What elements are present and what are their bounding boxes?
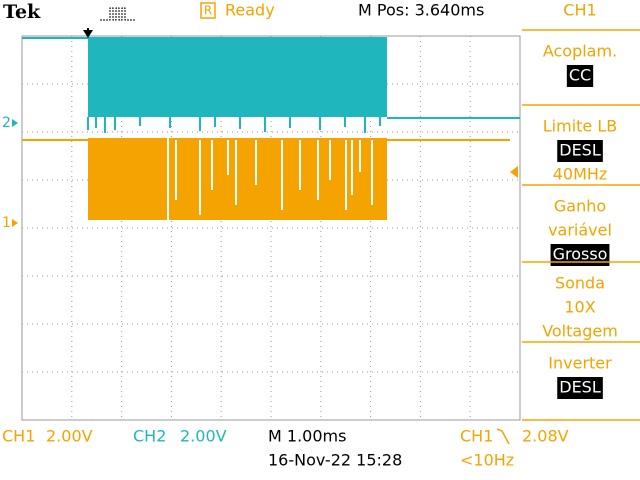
brand: Tek — [3, 1, 41, 23]
menu-title: Sonda — [555, 274, 605, 293]
menu-value-box — [557, 140, 603, 162]
status: Ready — [225, 1, 275, 20]
menu-value-box — [550, 244, 610, 266]
ch1-marker: 1 — [2, 215, 11, 231]
trigger-source: CH1 — [460, 427, 493, 446]
trigger-frequency: <10Hz — [460, 451, 514, 470]
trigger-level: 2.08V — [522, 427, 569, 446]
menu-title: Voltagem — [542, 322, 618, 341]
trigger-level-marker — [510, 166, 518, 178]
menu-value: CC — [569, 66, 591, 85]
waveforms — [22, 37, 520, 220]
ch1-label: CH1 — [2, 427, 35, 446]
trigger-slope — [496, 428, 510, 445]
menu-value: Grosso — [553, 245, 608, 264]
menu-value: DESL — [559, 378, 601, 397]
trigger-position-marker — [83, 30, 93, 38]
menu-title: Ganho — [554, 197, 606, 216]
menu-title: Inverter — [548, 354, 612, 373]
ch1-burst — [88, 138, 387, 220]
menu-value-box — [566, 65, 594, 87]
datetime: 16-Nov-22 15:28 — [268, 451, 402, 470]
ch2-marker: 2 — [2, 115, 11, 131]
ch2-scale: 2.00V — [180, 427, 227, 446]
ch2-glitches — [87, 117, 381, 133]
ch2-marker-arrow — [12, 119, 18, 127]
menu-title: 10X — [564, 298, 595, 317]
menu-title: variável — [548, 221, 612, 240]
trigger-icon — [100, 7, 135, 21]
ch1-marker-arrow — [12, 219, 18, 227]
menu-extra: 40MHz — [553, 165, 608, 184]
ch2-burst — [88, 37, 387, 117]
menu-title: Acoplam. — [543, 42, 617, 61]
menu-channel: CH1 — [563, 1, 596, 20]
menu-value-box — [557, 377, 603, 399]
side-menu: Acoplam. CC Limite LB DESL 40MHz Ganho variáve… — [522, 29, 640, 421]
ch1-gaps — [167, 138, 373, 220]
timebase: M 1.00ms — [268, 427, 346, 446]
graticule — [21, 35, 521, 421]
menu-value: DESL — [559, 141, 601, 160]
position: M Pos: 3.640ms — [358, 1, 484, 20]
menu-title: Limite LB — [543, 117, 617, 136]
ch2-label: CH2 — [133, 427, 166, 446]
graticule-frame — [21, 35, 521, 421]
status-box — [200, 2, 216, 19]
ch1-scale: 2.00V — [46, 427, 93, 446]
status-icon: R — [204, 4, 212, 18]
